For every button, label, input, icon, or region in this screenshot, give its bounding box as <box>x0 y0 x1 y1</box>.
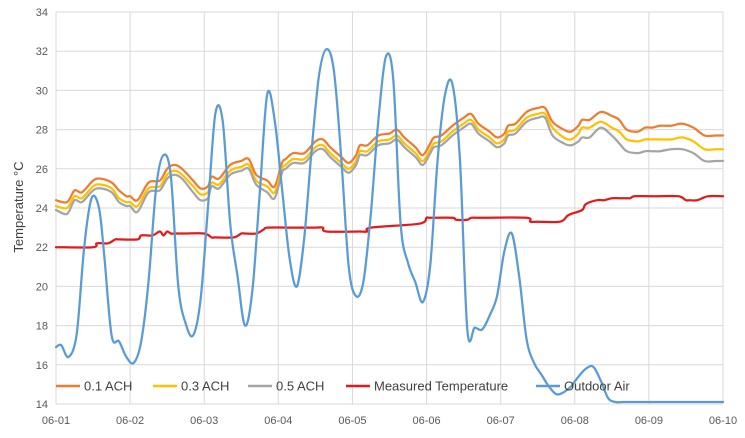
legend-label-0-5-ach: 0.5 ACH <box>276 379 324 394</box>
y-tick-label: 18 <box>36 321 48 333</box>
x-tick-label: 06-06 <box>412 415 440 427</box>
x-tick-label: 06-09 <box>635 415 663 427</box>
grid-lines <box>56 12 723 404</box>
y-tick-label: 28 <box>36 125 48 137</box>
y-axis-label: Temperature °C <box>11 161 26 252</box>
y-tick-label: 14 <box>36 399 48 411</box>
y-tick-label: 20 <box>36 281 48 293</box>
legend-label-0-3-ach: 0.3 ACH <box>181 379 229 394</box>
x-axis-tick-labels: 06-01 06-02 06-03 06-04 06-05 06-06 06-07 06-08… <box>42 415 737 427</box>
y-tick-label: 26 <box>36 164 48 176</box>
legend-label-0-1-ach: 0.1 ACH <box>84 379 132 394</box>
x-tick-label: 06-08 <box>561 415 589 427</box>
y-tick-label: 16 <box>36 360 48 372</box>
x-tick-label: 06-05 <box>338 415 366 427</box>
x-tick-label: 06-01 <box>42 415 70 427</box>
x-tick-label: 06-03 <box>190 415 218 427</box>
y-tick-label: 22 <box>36 242 48 254</box>
series-lines <box>56 49 723 402</box>
legend-label-measured-temperature: Measured Temperature <box>374 379 508 394</box>
y-tick-label: 34 <box>36 7 48 19</box>
y-axis-tick-labels: 14 16 18 20 22 24 26 28 30 32 34 <box>36 7 48 411</box>
y-tick-label: 30 <box>36 85 48 97</box>
y-tick-label: 24 <box>36 203 48 215</box>
x-tick-label: 06-02 <box>116 415 144 427</box>
y-tick-label: 32 <box>36 46 48 58</box>
legend-label-outdoor-air: Outdoor Air <box>564 379 630 394</box>
series-line-measured-temperature <box>56 196 723 248</box>
x-tick-label: 06-07 <box>487 415 515 427</box>
x-tick-label: 06-04 <box>264 415 292 427</box>
x-tick-label: 06-10 <box>709 415 737 427</box>
